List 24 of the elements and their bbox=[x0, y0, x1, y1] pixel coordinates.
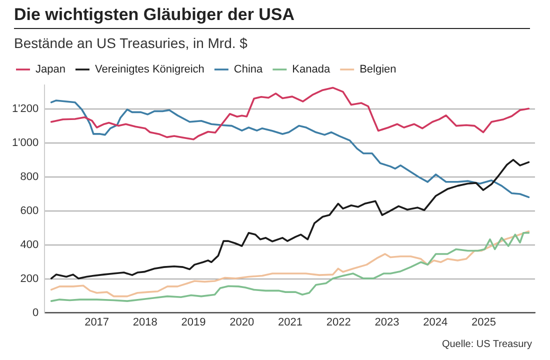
x-tick-label: 2024 bbox=[423, 316, 448, 328]
legend-label: China bbox=[234, 64, 264, 76]
x-tick-label: 2023 bbox=[374, 316, 400, 328]
y-tick-label: 400 bbox=[20, 238, 39, 251]
chart-title: Die wichtigsten Gläubiger der USA bbox=[14, 5, 530, 29]
y-tick-label: 800 bbox=[20, 170, 39, 183]
chart-subtitle: Bestände an US Treasuries, in Mrd. $ bbox=[14, 35, 248, 51]
legend-label: Belgien bbox=[360, 64, 396, 76]
y-tick-label: 200 bbox=[20, 272, 39, 285]
legend-label: Kanada bbox=[292, 64, 331, 76]
x-tick-label: 2021 bbox=[278, 316, 303, 328]
y-tick-label: 1'000 bbox=[12, 136, 39, 149]
legend-label: Vereinigtes Königreich bbox=[94, 64, 204, 76]
y-tick-label: 0 bbox=[32, 306, 39, 319]
y-tick-label: 1'200 bbox=[12, 102, 39, 115]
x-tick-label: 2020 bbox=[230, 316, 254, 328]
x-tick-label: 2018 bbox=[132, 316, 158, 328]
x-tick-label: 2022 bbox=[326, 316, 351, 328]
x-tick-label: 2017 bbox=[84, 316, 110, 328]
x-tick-label: 2019 bbox=[181, 316, 206, 328]
y-tick-label: 600 bbox=[20, 204, 39, 217]
source-note: Quelle: US Treasury bbox=[442, 339, 532, 350]
legend-label: Japan bbox=[36, 64, 66, 76]
x-tick-label: 2025 bbox=[471, 316, 496, 328]
